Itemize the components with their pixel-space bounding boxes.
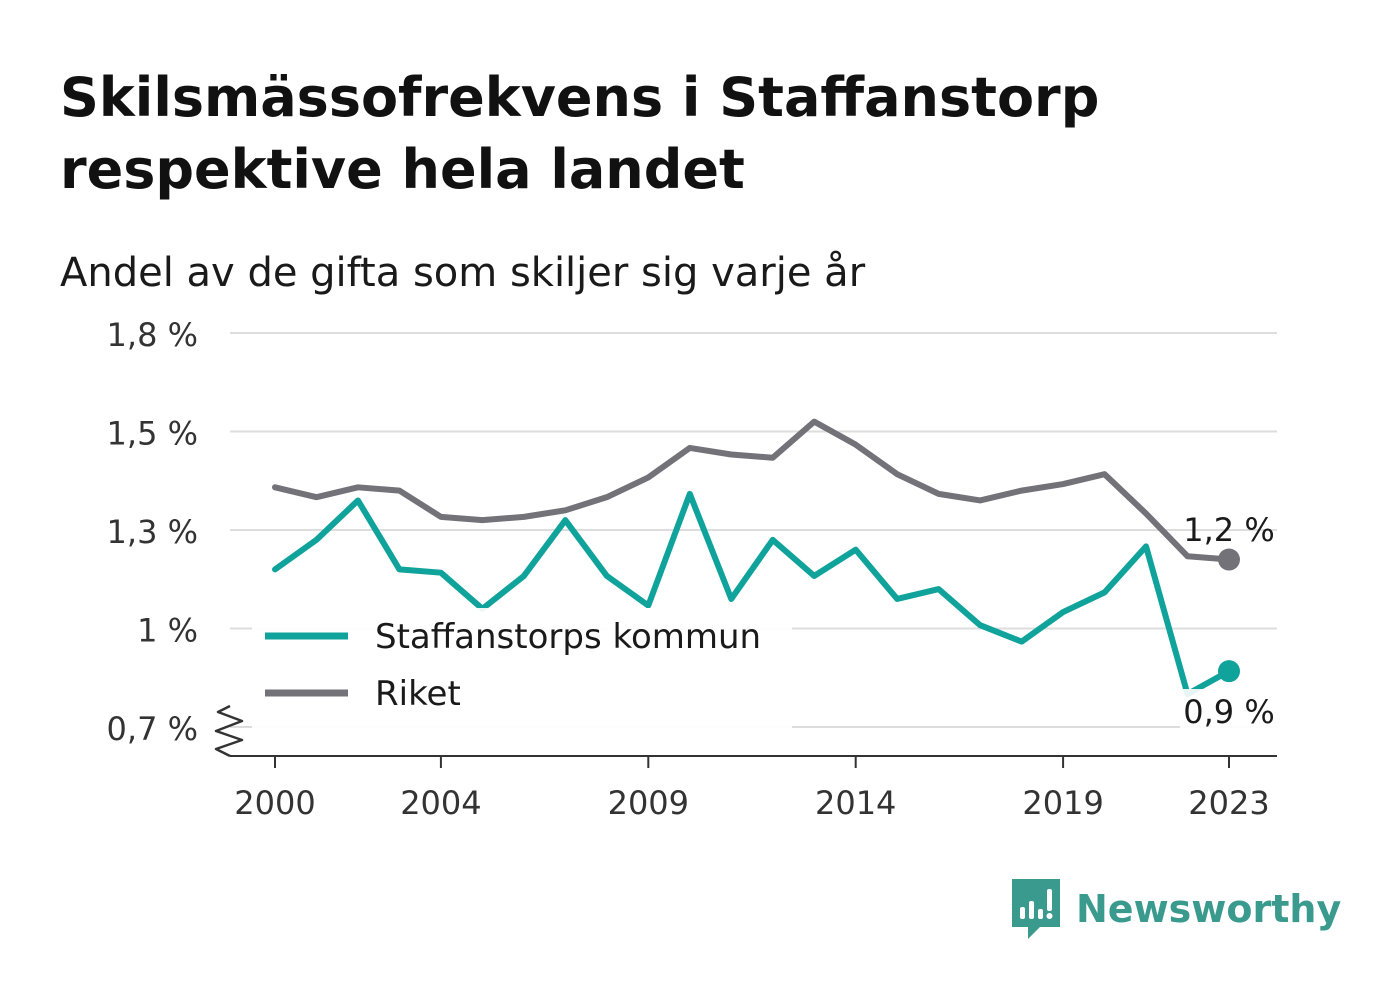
x-tick-label: 2004 xyxy=(400,784,481,822)
brand-name: Newsworthy xyxy=(1076,887,1342,931)
x-tick-label: 2000 xyxy=(234,784,315,822)
y-tick-label: 1,5 % xyxy=(107,415,198,453)
series-end-point xyxy=(1218,548,1240,571)
y-tick-label: 1,3 % xyxy=(107,513,198,551)
y-tick-label: 1,8 % xyxy=(107,316,198,354)
series-line-staffanstorp xyxy=(272,490,1232,698)
newsworthy-logo-icon xyxy=(1012,879,1060,939)
x-tick-label: 2014 xyxy=(815,784,896,822)
series-line-riket xyxy=(272,418,1232,563)
end-label-background xyxy=(1180,689,1280,729)
legend-label: Staffanstorps kommun xyxy=(375,617,761,657)
x-tick-label: 2023 xyxy=(1188,784,1269,822)
series-end-point xyxy=(1218,660,1240,683)
chart-subtitle: Andel av de gifta som skiljer sig varje … xyxy=(60,250,866,296)
chart-title: Skilsmässofrekvens i Staffanstorp respek… xyxy=(60,66,1100,201)
end-label-riket: 1,2 % xyxy=(1183,511,1274,549)
y-tick-label: 1 % xyxy=(137,612,198,650)
end-label-staffanstorp: 0,9 % xyxy=(1183,693,1274,731)
legend-background xyxy=(252,608,792,728)
x-tick-label: 2019 xyxy=(1022,784,1103,822)
y-tick-label: 0,7 % xyxy=(107,710,198,748)
x-tick-label: 2009 xyxy=(608,784,689,822)
legend-label: Riket xyxy=(375,674,461,714)
brand-logo: Newsworthy xyxy=(1010,876,1341,942)
axis-break-icon xyxy=(214,704,244,758)
